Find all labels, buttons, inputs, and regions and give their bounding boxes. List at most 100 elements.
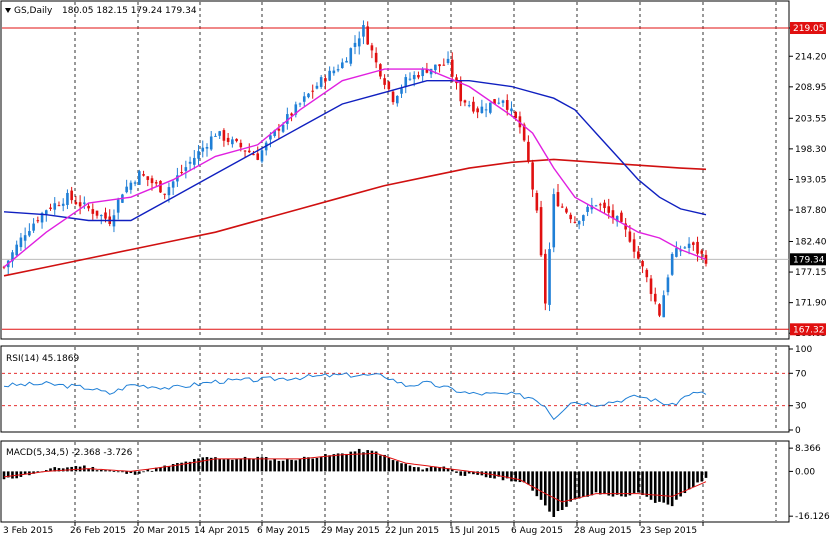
candle-body-54[interactable] bbox=[231, 139, 234, 145]
candle-body-118[interactable] bbox=[501, 100, 505, 103]
macd-bar-159[interactable] bbox=[675, 471, 678, 500]
macd-bar-140[interactable] bbox=[594, 471, 598, 493]
macd-bar-123[interactable] bbox=[522, 471, 526, 483]
candle-body-55[interactable] bbox=[235, 138, 238, 142]
candle-body-40[interactable] bbox=[171, 181, 175, 188]
macd-bar-134[interactable] bbox=[569, 471, 572, 502]
candle-body-17[interactable] bbox=[74, 201, 78, 205]
macd-bar-49[interactable] bbox=[209, 457, 213, 472]
macd-bar-137[interactable] bbox=[582, 471, 585, 497]
macd-bar-66[interactable] bbox=[281, 460, 285, 472]
macd-bar-84[interactable] bbox=[357, 448, 361, 472]
candle-body-152[interactable] bbox=[645, 269, 649, 278]
macd-bar-79[interactable] bbox=[336, 453, 340, 472]
macd-bar-90[interactable] bbox=[383, 454, 386, 472]
candle-body-87[interactable] bbox=[370, 45, 374, 51]
candle-body-129[interactable] bbox=[548, 249, 551, 305]
macd-bar-10[interactable] bbox=[44, 470, 48, 472]
macd-bar-138[interactable] bbox=[586, 471, 589, 497]
macd-bar-101[interactable] bbox=[429, 466, 433, 472]
candle-body-113[interactable] bbox=[480, 106, 484, 113]
ma-fast-line[interactable] bbox=[3, 68, 707, 268]
macd-bar-57[interactable] bbox=[243, 456, 247, 472]
macd-bar-97[interactable] bbox=[412, 467, 416, 472]
candle-body-121[interactable] bbox=[514, 111, 517, 119]
macd-bar-157[interactable] bbox=[666, 471, 670, 505]
candle-body-94[interactable] bbox=[400, 88, 403, 94]
candle-body-5[interactable] bbox=[23, 235, 27, 241]
macd-bar-108[interactable] bbox=[459, 471, 463, 476]
candle-body-115[interactable] bbox=[489, 102, 492, 113]
candle-body-75[interactable] bbox=[319, 77, 323, 87]
candle-body-146[interactable] bbox=[620, 212, 623, 222]
macd-bar-153[interactable] bbox=[649, 471, 653, 500]
candle-body-126[interactable] bbox=[535, 192, 539, 211]
macd-bar-2[interactable] bbox=[11, 471, 14, 479]
macd-bar-11[interactable] bbox=[49, 468, 52, 472]
candle-body-132[interactable] bbox=[560, 206, 564, 208]
candle-body-120[interactable] bbox=[510, 108, 513, 112]
candle-body-145[interactable] bbox=[615, 216, 619, 222]
candle-body-67[interactable] bbox=[286, 114, 289, 124]
candle-body-6[interactable] bbox=[28, 231, 31, 236]
candle-body-56[interactable] bbox=[239, 142, 243, 148]
macd-bar-133[interactable] bbox=[565, 471, 568, 507]
macd-bar-110[interactable] bbox=[467, 471, 471, 474]
macd-bar-103[interactable] bbox=[438, 467, 441, 472]
candle-body-48[interactable] bbox=[205, 147, 209, 149]
macd-bar-17[interactable] bbox=[74, 466, 78, 472]
candle-body-127[interactable] bbox=[539, 207, 543, 256]
macd-bar-152[interactable] bbox=[645, 471, 649, 497]
ma-mid-line[interactable] bbox=[3, 80, 707, 222]
macd-bar-150[interactable] bbox=[637, 471, 640, 493]
candle-body-124[interactable] bbox=[527, 141, 530, 161]
candle-body-33[interactable] bbox=[142, 174, 145, 176]
candle-body-50[interactable] bbox=[214, 135, 217, 137]
candle-body-153[interactable] bbox=[649, 278, 653, 294]
macd-bar-162[interactable] bbox=[687, 471, 691, 490]
macd-bar-73[interactable] bbox=[311, 458, 315, 472]
candle-body-99[interactable] bbox=[421, 68, 424, 77]
candle-body-76[interactable] bbox=[324, 78, 327, 82]
candle-body-114[interactable] bbox=[484, 109, 488, 111]
candle-body-39[interactable] bbox=[167, 187, 171, 196]
macd-bar-146[interactable] bbox=[620, 471, 623, 497]
macd-bar-83[interactable] bbox=[353, 451, 357, 472]
macd-bar-89[interactable] bbox=[379, 455, 382, 472]
macd-bar-22[interactable] bbox=[95, 470, 99, 472]
macd-bar-42[interactable] bbox=[180, 462, 183, 472]
candle-body-63[interactable] bbox=[269, 135, 272, 140]
candle-body-157[interactable] bbox=[666, 277, 670, 293]
candle-body-100[interactable] bbox=[425, 69, 429, 73]
macd-bar-147[interactable] bbox=[624, 471, 627, 497]
macd-bar-142[interactable] bbox=[603, 471, 606, 495]
candle-body-123[interactable] bbox=[522, 124, 526, 141]
macd-bar-81[interactable] bbox=[345, 453, 348, 472]
candle-body-95[interactable] bbox=[404, 77, 408, 88]
rsi-indicator[interactable]: 100 70 30 0 bbox=[2, 345, 812, 436]
candle-body-73[interactable] bbox=[311, 90, 315, 92]
macd-bar-64[interactable] bbox=[273, 458, 276, 472]
macd-bar-63[interactable] bbox=[269, 460, 272, 472]
candle-body-44[interactable] bbox=[188, 161, 192, 164]
candle-body-74[interactable] bbox=[315, 85, 319, 89]
macd-bar-78[interactable] bbox=[332, 454, 336, 472]
horizontal-lines[interactable] bbox=[2, 27, 789, 330]
candle-body-104[interactable] bbox=[442, 64, 446, 66]
macd-bar-74[interactable] bbox=[315, 457, 319, 472]
macd-bar-32[interactable] bbox=[138, 471, 141, 474]
candle-body-111[interactable] bbox=[472, 101, 475, 112]
candle-body-43[interactable] bbox=[184, 167, 188, 171]
candle-body-98[interactable] bbox=[417, 75, 420, 78]
candle-body-140[interactable] bbox=[594, 205, 598, 207]
candle-body-125[interactable] bbox=[531, 162, 534, 190]
macd-bar-25[interactable] bbox=[108, 470, 112, 472]
candle-body-29[interactable] bbox=[125, 186, 128, 193]
macd-bar-71[interactable] bbox=[302, 456, 306, 472]
macd-bar-50[interactable] bbox=[214, 457, 217, 472]
macd-bar-45[interactable] bbox=[193, 458, 196, 472]
candle-body-4[interactable] bbox=[19, 237, 23, 248]
macd-bar-34[interactable] bbox=[146, 469, 150, 472]
macd-bar-132[interactable] bbox=[560, 471, 564, 511]
macd-panel[interactable] bbox=[0, 440, 790, 523]
